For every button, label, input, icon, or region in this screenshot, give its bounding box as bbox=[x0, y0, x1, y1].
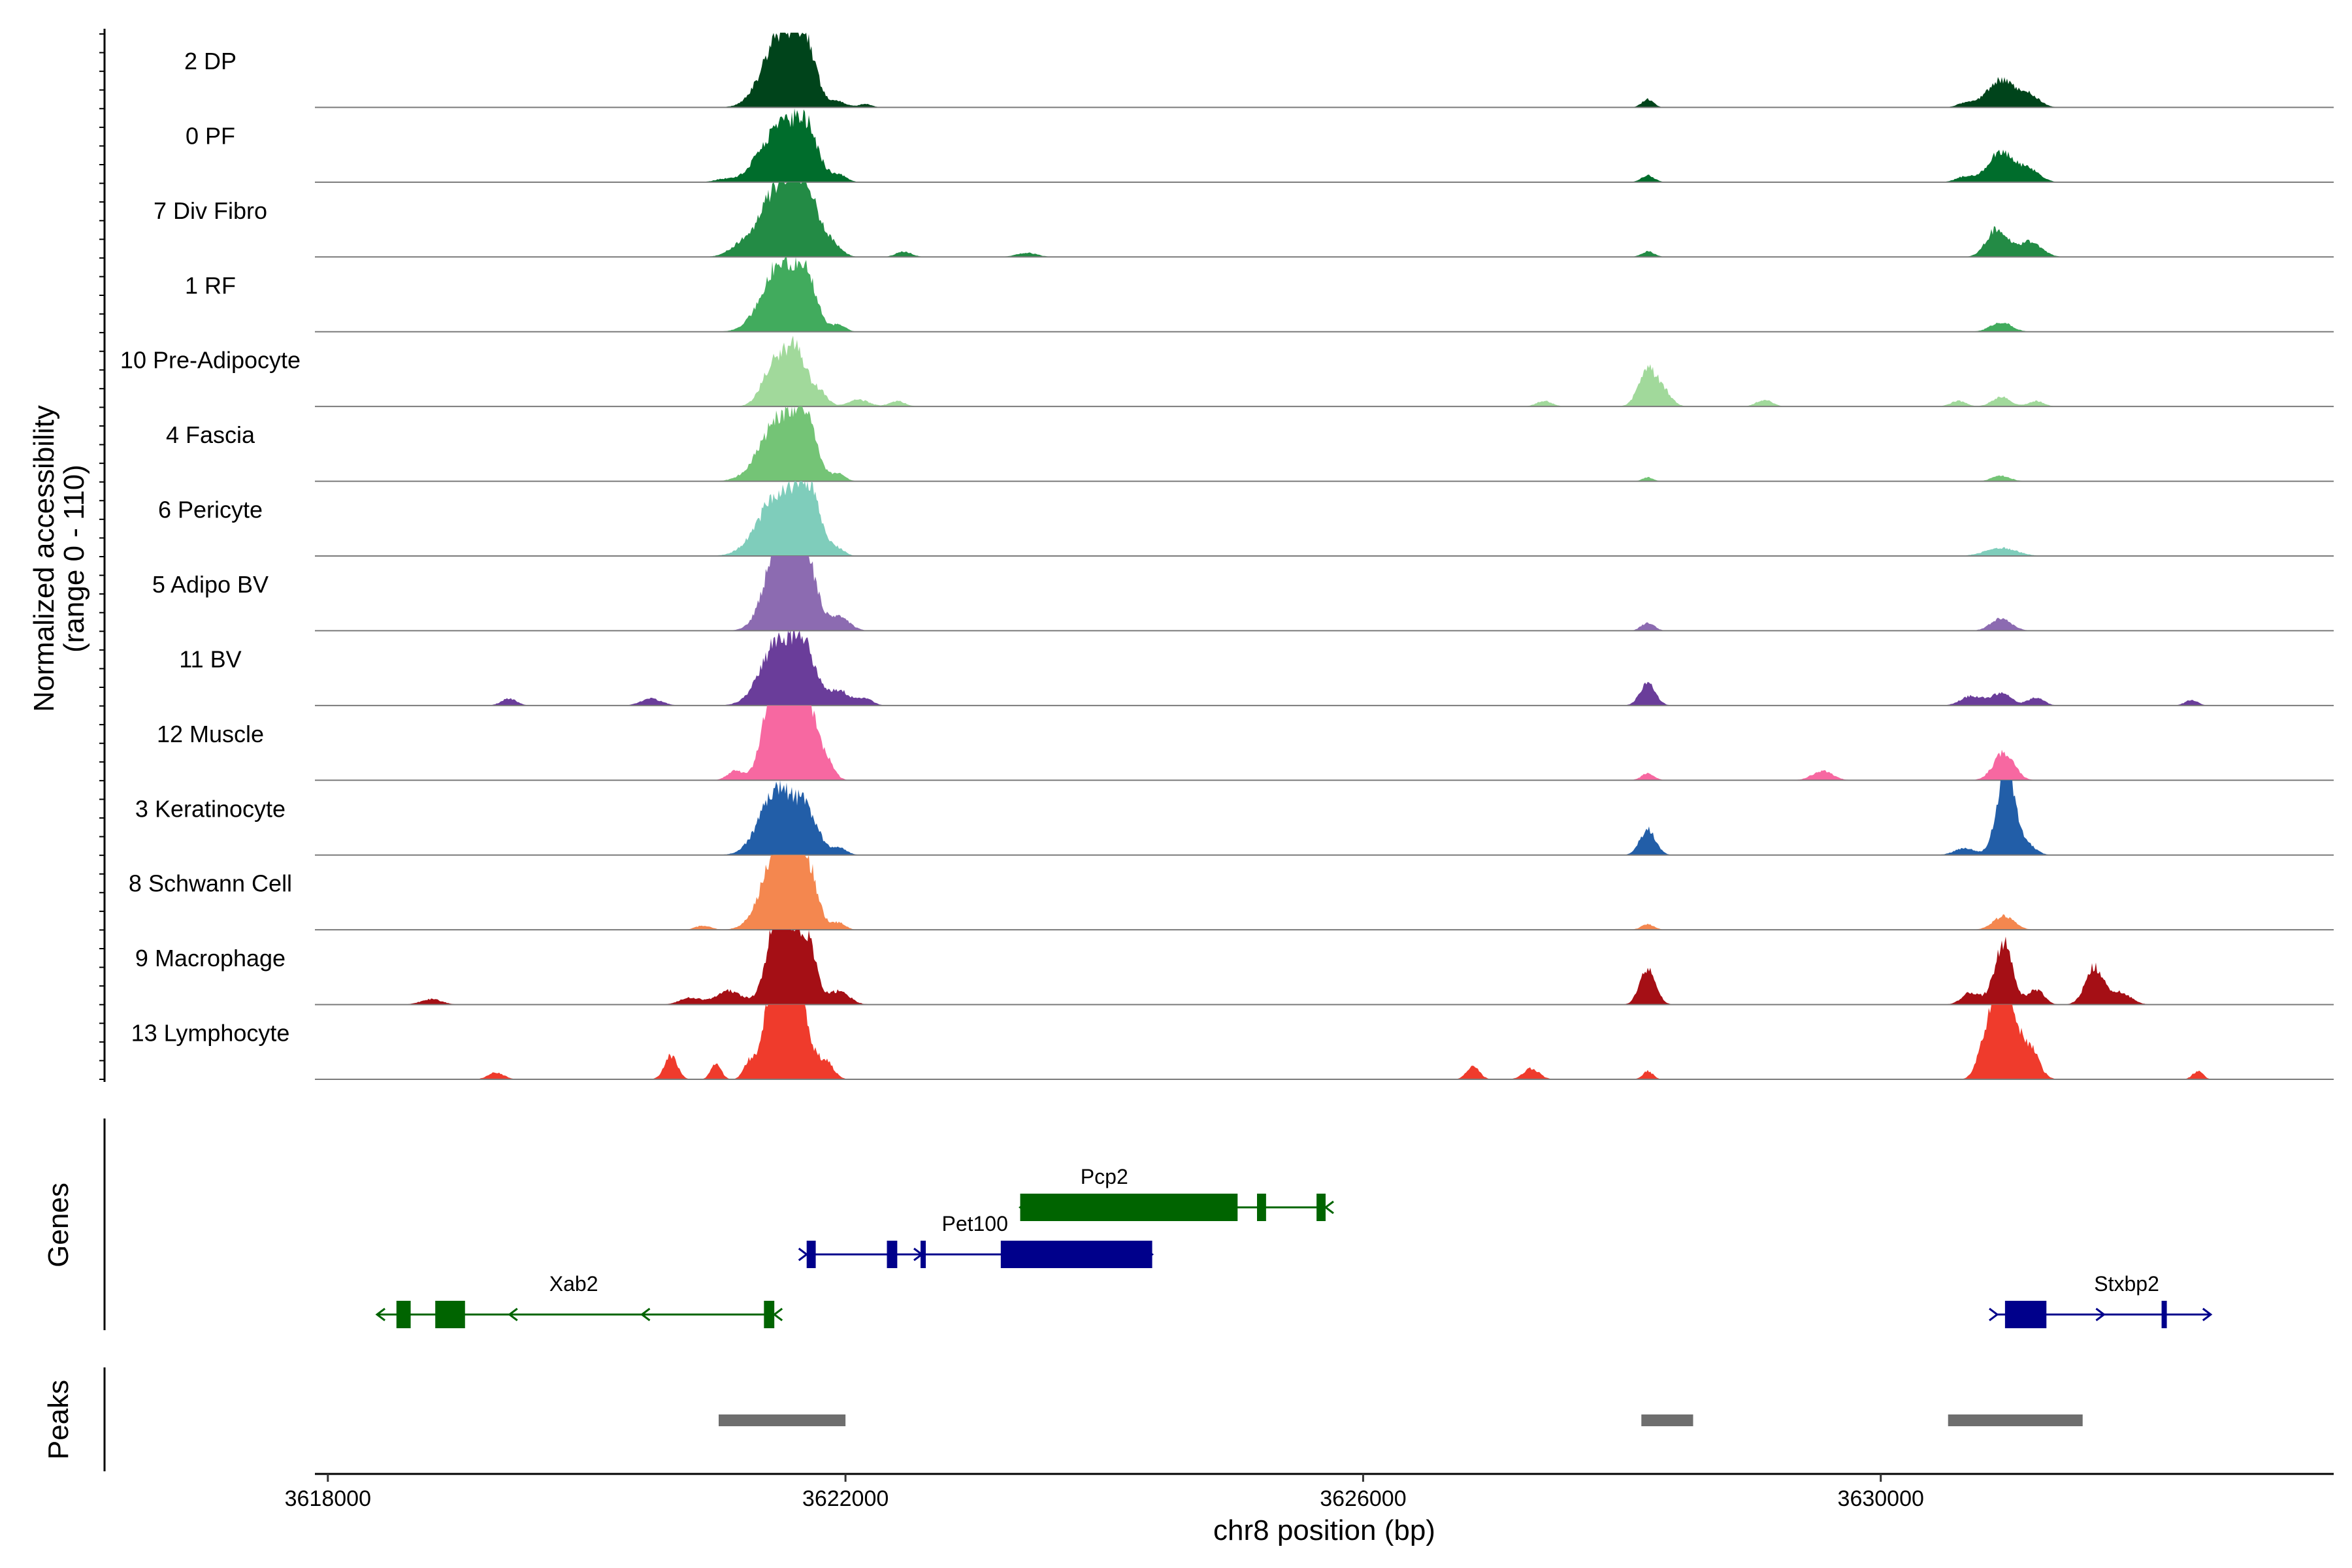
strand-arrow bbox=[375, 1307, 385, 1322]
coverage-tracks: 2 DP 0 PF 7 Div Fibro 1 RF 10 Pre-Adipocyte 4… bbox=[120, 33, 2334, 1080]
strand-arrow bbox=[508, 1307, 518, 1322]
coverage-area bbox=[315, 257, 2334, 332]
track-2-dp: 2 DP bbox=[184, 33, 2334, 108]
gene-track: Xab2 Pet100 Pcp2 Stxbp2 bbox=[375, 1165, 2213, 1328]
x-tick-label: 3622000 bbox=[802, 1486, 889, 1511]
exon-block bbox=[764, 1301, 775, 1328]
track-label: 5 Adipo BV bbox=[152, 571, 269, 598]
track-11-bv: 11 BV bbox=[179, 630, 2334, 706]
peak-region bbox=[1948, 1414, 2083, 1426]
track-label: 1 RF bbox=[185, 272, 236, 299]
gene-label: Pet100 bbox=[941, 1212, 1007, 1235]
track-label: 4 Fascia bbox=[166, 421, 255, 448]
track-label: 13 Lymphocyte bbox=[131, 1020, 290, 1047]
exon-block bbox=[1000, 1241, 1152, 1268]
exon-block bbox=[435, 1301, 465, 1328]
peak-region bbox=[1641, 1414, 1693, 1426]
track-13-lymphocyte: 13 Lymphocyte bbox=[131, 1004, 2334, 1080]
exon-block bbox=[1020, 1194, 1238, 1221]
track-9-macrophage: 9 Macrophage bbox=[135, 930, 2334, 1005]
peaks-panel-label: Peaks bbox=[42, 1380, 74, 1460]
strand-arrow bbox=[1324, 1200, 1334, 1215]
track-label: 11 BV bbox=[179, 645, 241, 672]
track-7-div-fibro: 7 Div Fibro bbox=[154, 182, 2334, 258]
y-axis-label-line-1: Normalized accessibility bbox=[28, 405, 60, 711]
exon-block bbox=[887, 1241, 898, 1268]
peak-track bbox=[719, 1414, 2083, 1426]
track-label: 3 Keratinocyte bbox=[135, 795, 286, 822]
strand-arrow bbox=[798, 1247, 809, 1262]
track-4-fascia: 4 Fascia bbox=[166, 406, 2334, 482]
coverage-area bbox=[315, 406, 2334, 482]
track-label: 10 Pre-Adipocyte bbox=[120, 347, 301, 374]
track-label: 6 Pericyte bbox=[158, 497, 263, 523]
coverage-area bbox=[315, 182, 2334, 257]
track-12-muscle: 12 Muscle bbox=[157, 705, 2334, 781]
track-0-pf: 0 PF bbox=[186, 108, 2334, 183]
exon-block bbox=[1316, 1194, 1326, 1221]
x-tick-label: 3618000 bbox=[285, 1486, 371, 1511]
exon-block bbox=[806, 1241, 816, 1268]
gene-pcp2: Pcp2 bbox=[1019, 1165, 1334, 1221]
strand-arrow bbox=[1989, 1307, 1999, 1322]
coverage-area bbox=[315, 108, 2334, 182]
track-3-keratinocyte: 3 Keratinocyte bbox=[135, 780, 2334, 856]
x-axis-title: chr8 position (bp) bbox=[1213, 1514, 1435, 1546]
left-axes bbox=[99, 29, 106, 1471]
strand-arrow bbox=[640, 1307, 651, 1322]
coverage-area bbox=[315, 780, 2334, 855]
coverage-area bbox=[315, 1004, 2334, 1079]
exon-block bbox=[2161, 1301, 2167, 1328]
coverage-area bbox=[315, 630, 2334, 706]
track-label: 8 Schwann Cell bbox=[129, 870, 292, 897]
track-1-rf: 1 RF bbox=[185, 257, 2334, 333]
coverage-area bbox=[315, 855, 2334, 930]
coverage-area bbox=[315, 930, 2334, 1005]
strand-arrow bbox=[772, 1307, 783, 1322]
track-label: 9 Macrophage bbox=[135, 945, 286, 972]
coverage-area bbox=[315, 705, 2334, 781]
y-axis-label-line-2: (range 0 - 110) bbox=[58, 465, 90, 653]
strand-arrow bbox=[2095, 1307, 2106, 1322]
track-10-pre-adipocyte: 10 Pre-Adipocyte bbox=[120, 335, 2334, 408]
track-label: 0 PF bbox=[186, 122, 235, 149]
gene-pet100: Pet100 bbox=[798, 1212, 1154, 1268]
coverage-area bbox=[315, 33, 2334, 108]
track-label: 12 Muscle bbox=[157, 721, 264, 747]
track-label: 2 DP bbox=[184, 48, 237, 74]
track-label: 7 Div Fibro bbox=[154, 197, 267, 224]
strand-arrow bbox=[2202, 1307, 2213, 1322]
genes-panel-label: Genes bbox=[42, 1183, 74, 1267]
gene-label: Pcp2 bbox=[1081, 1165, 1128, 1188]
track-8-schwann-cell: 8 Schwann Cell bbox=[129, 855, 2334, 931]
coverage-area bbox=[315, 335, 2334, 407]
coverage-area bbox=[315, 556, 2334, 631]
x-tick-label: 3626000 bbox=[1320, 1486, 1406, 1511]
gene-label: Stxbp2 bbox=[2094, 1272, 2159, 1296]
exon-block bbox=[396, 1301, 411, 1328]
exon-block bbox=[921, 1241, 926, 1268]
x-axis: 3618000 3622000 3626000 3630000 bbox=[285, 1473, 2334, 1511]
gene-xab2: Xab2 bbox=[375, 1272, 783, 1328]
exon-block bbox=[1257, 1194, 1266, 1221]
x-tick-label: 3630000 bbox=[1838, 1486, 1924, 1511]
peak-region bbox=[719, 1414, 846, 1426]
track-6-pericyte: 6 Pericyte bbox=[158, 481, 2334, 557]
gene-label: Xab2 bbox=[549, 1272, 598, 1296]
track-5-adipo-bv: 5 Adipo BV bbox=[152, 556, 2334, 632]
exon-block bbox=[2004, 1301, 2047, 1328]
coverage-area bbox=[315, 481, 2334, 556]
gene-stxbp2: Stxbp2 bbox=[1989, 1272, 2213, 1328]
